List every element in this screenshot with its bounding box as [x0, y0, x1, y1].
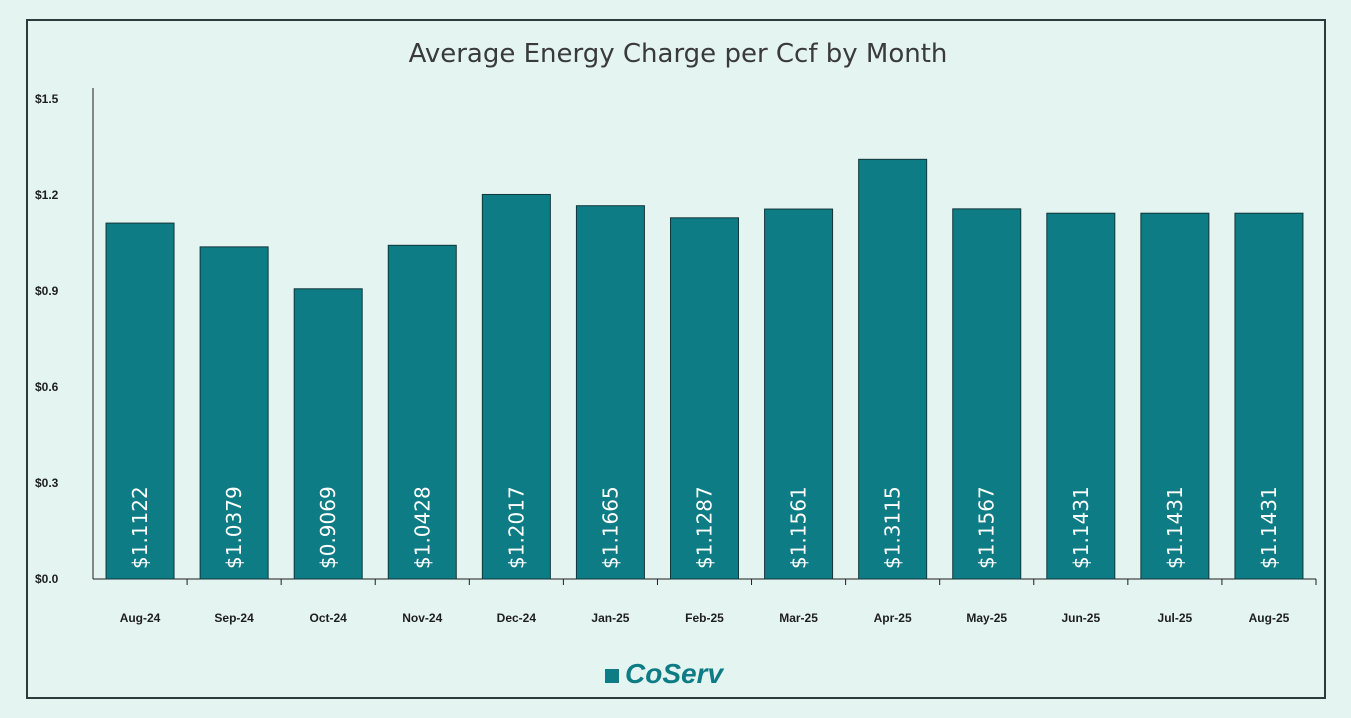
bar-value-label: $1.1431 — [1163, 486, 1187, 569]
y-tick-label: $1.2 — [35, 188, 59, 202]
x-tick-label: May-25 — [966, 611, 1007, 625]
bar — [481, 193, 551, 580]
bar-value-label: $1.1122 — [128, 486, 152, 569]
bar — [764, 208, 834, 580]
bar-value-label: $1.2017 — [504, 486, 528, 569]
bar-value-label: $1.0379 — [222, 486, 246, 569]
x-tick-label: Nov-24 — [402, 611, 442, 625]
bar — [952, 208, 1022, 580]
y-tick-label: $1.5 — [35, 92, 59, 106]
bar — [293, 288, 363, 580]
bar-value-label: $1.1431 — [1069, 486, 1093, 569]
bar-value-label: $1.3115 — [881, 486, 905, 569]
bar-value-label: $1.1561 — [787, 486, 811, 569]
x-tick-label: Mar-25 — [779, 611, 818, 625]
x-tick-label: Jan-25 — [591, 611, 629, 625]
x-tick-label: Aug-24 — [120, 611, 161, 625]
x-tick-label: Apr-25 — [874, 611, 912, 625]
bar-value-label: $1.1567 — [975, 486, 999, 569]
y-tick-label: $0.3 — [35, 476, 59, 490]
chart-frame: Average Energy Charge per Ccf by Month $… — [26, 19, 1326, 699]
x-tick-label: Dec-24 — [497, 611, 537, 625]
x-tick-label: Jul-25 — [1158, 611, 1193, 625]
y-tick-label: $0.6 — [35, 380, 59, 394]
chart-title: Average Energy Charge per Ccf by Month — [409, 39, 948, 69]
bar — [387, 244, 457, 580]
bar — [1234, 212, 1304, 580]
bar — [670, 217, 739, 580]
x-tick-label: Oct-24 — [310, 611, 348, 625]
x-tick-label: Feb-25 — [685, 611, 724, 625]
bar — [105, 222, 175, 580]
x-tick-label: Aug-25 — [1249, 611, 1290, 625]
bars-group: $1.1122 Aug-24 $1.0379 Sep-24 $0.9069 Oct-24 $… — [105, 158, 1317, 625]
bar-value-label: $1.1431 — [1257, 486, 1281, 569]
x-tick-label: Jun-25 — [1061, 611, 1100, 625]
bar-value-label: $1.0428 — [410, 486, 434, 569]
coserv-logo: CoServ — [605, 658, 724, 689]
y-tick-label: $0.0 — [35, 572, 59, 586]
bar — [858, 158, 928, 580]
bar — [199, 246, 269, 580]
x-tick-label: Sep-24 — [214, 611, 254, 625]
bar-value-label: $1.1287 — [693, 486, 717, 569]
bar — [1140, 212, 1210, 580]
bar — [1046, 212, 1116, 580]
logo-text: CoServ — [625, 658, 724, 689]
bar — [575, 205, 645, 580]
y-axis-ticks: $0.0 $0.3 $0.6 $0.9 $1.2 $1.5 — [35, 92, 59, 586]
chart-canvas: Average Energy Charge per Ccf by Month $… — [35, 39, 1317, 689]
bar-value-label: $1.1665 — [598, 486, 622, 569]
square-icon — [605, 669, 619, 683]
bar-value-label: $0.9069 — [316, 486, 340, 569]
y-tick-label: $0.9 — [35, 284, 59, 298]
